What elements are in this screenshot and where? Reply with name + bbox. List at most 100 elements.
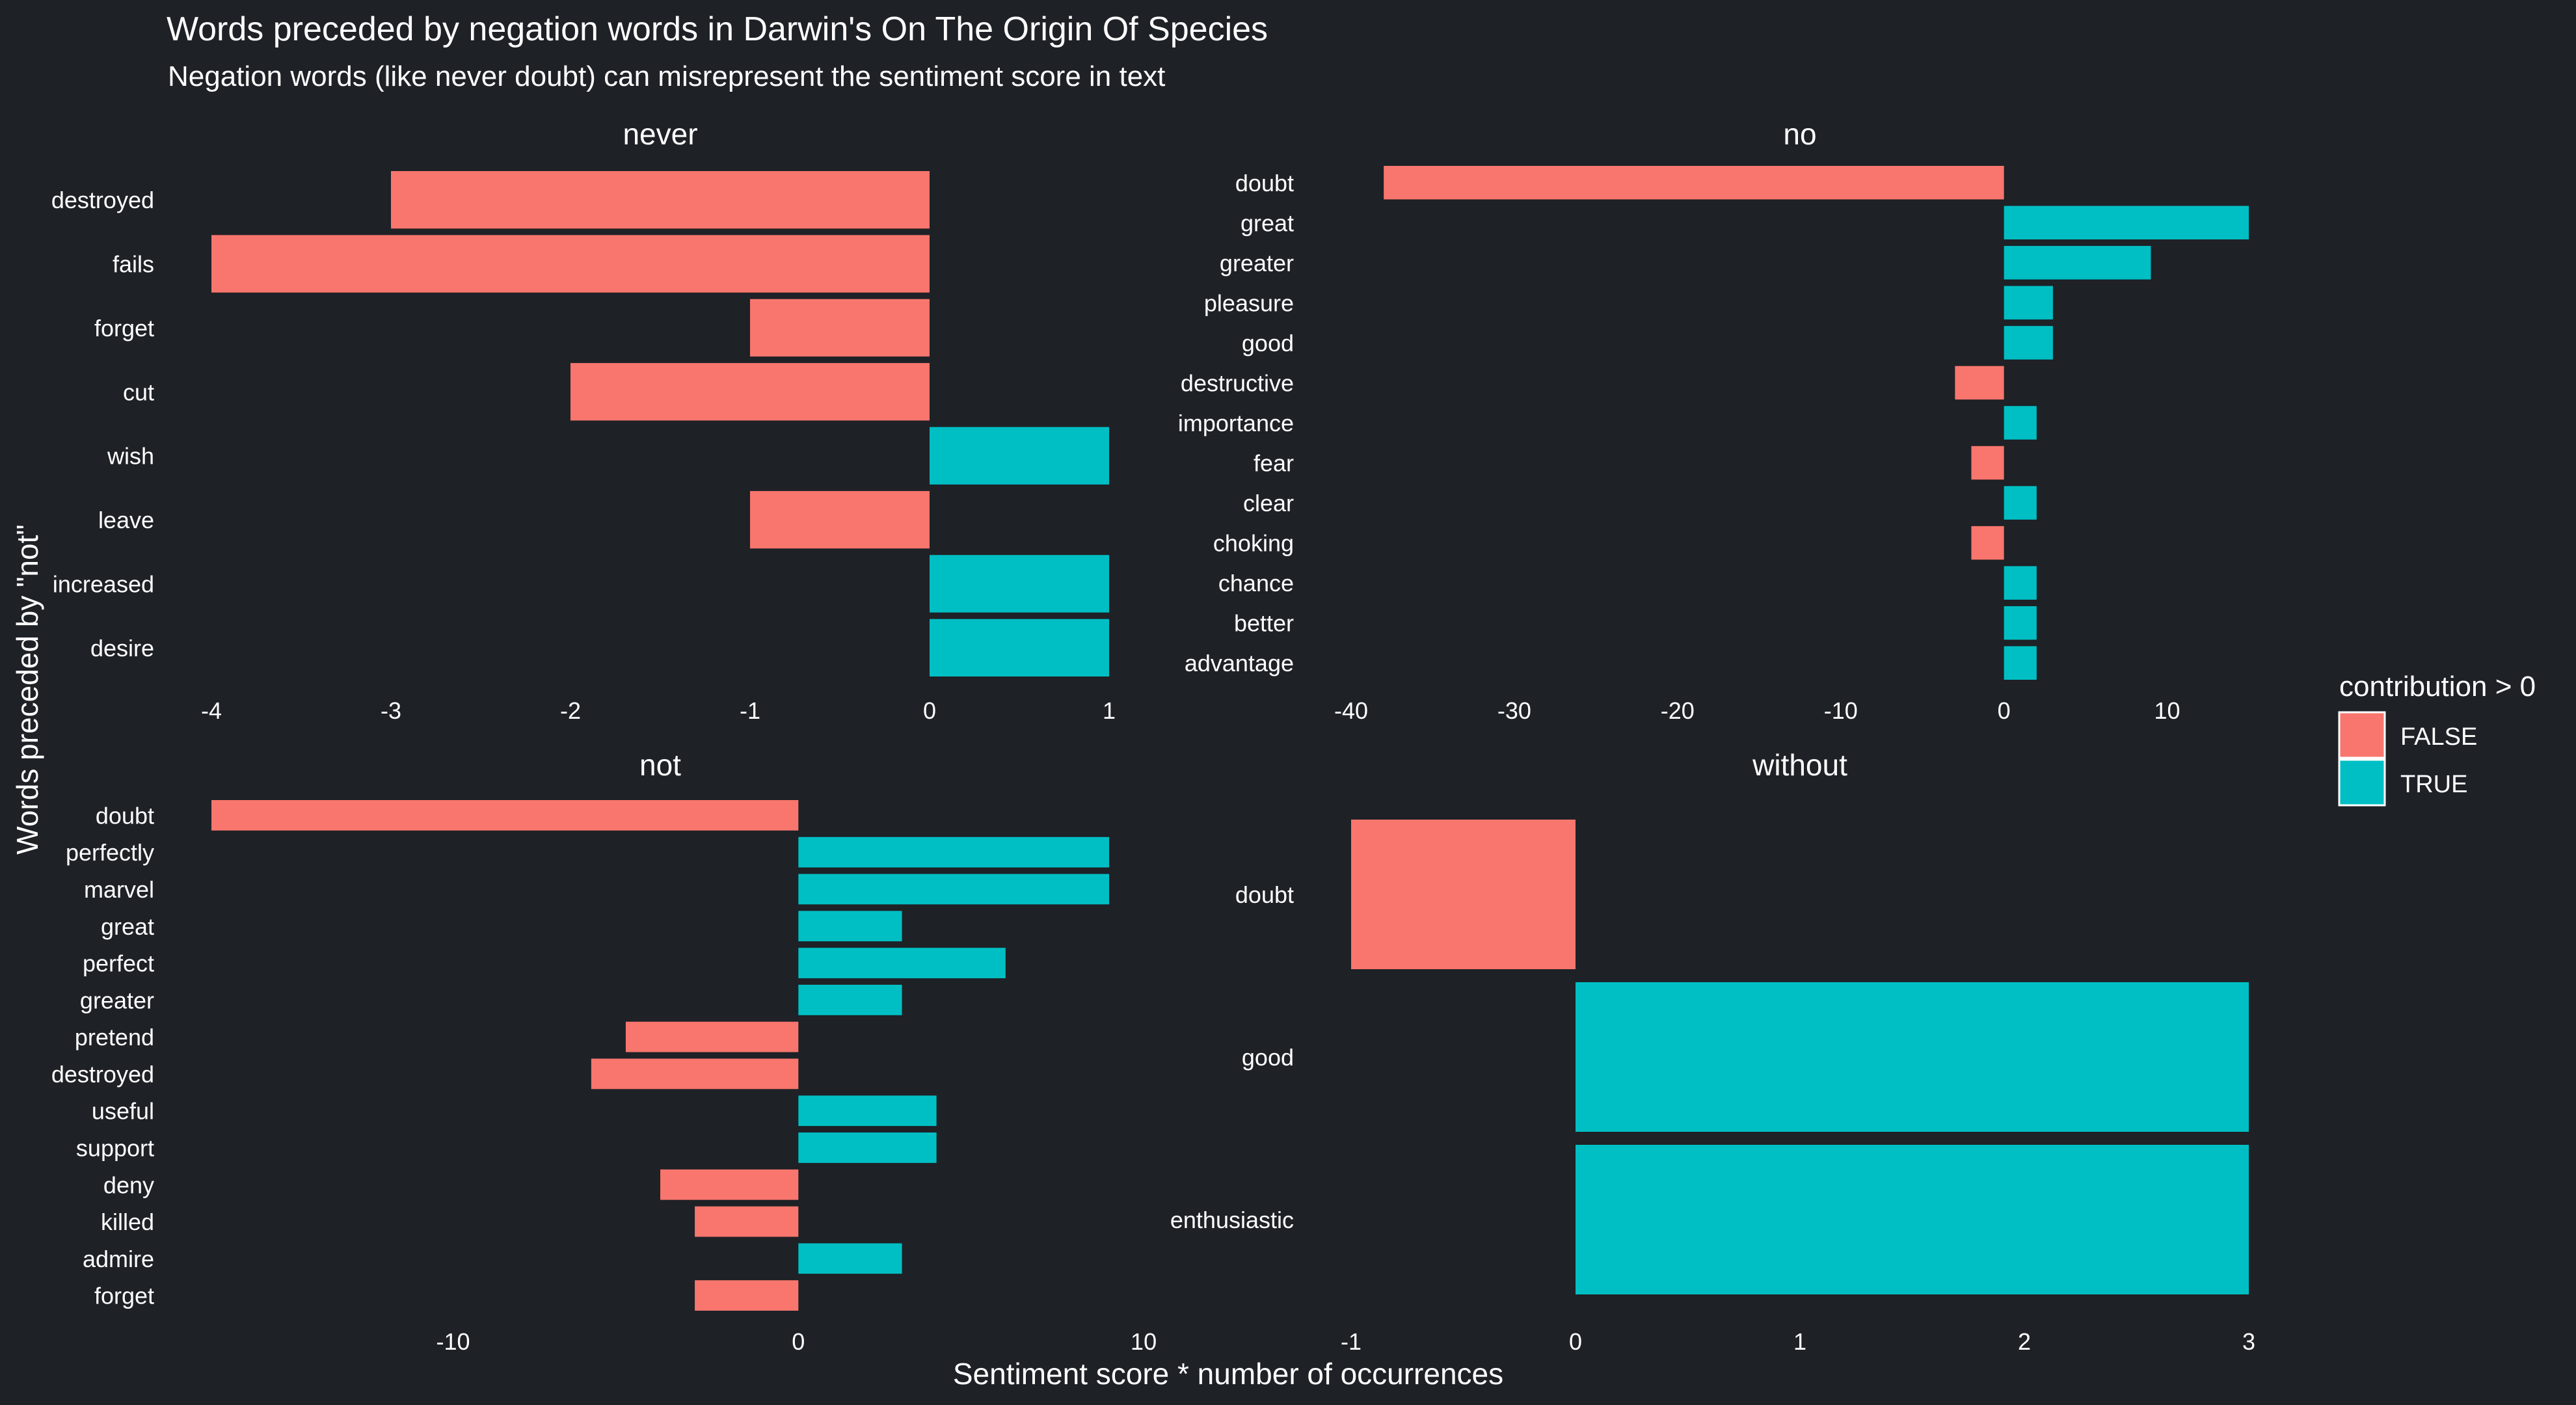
bar-not-killed	[695, 1206, 799, 1237]
bar-without-enthusiastic	[1576, 1145, 2249, 1294]
bar-no-clear	[2004, 486, 2037, 520]
bar-not-pretend	[625, 1021, 799, 1052]
x-tick-label-never--2: -2	[560, 697, 581, 724]
y-tick-label-no-choking: choking	[1213, 530, 1294, 557]
facet-label-not: not	[639, 748, 681, 782]
y-tick-label-no-fear: fear	[1254, 450, 1294, 477]
x-tick-label-no--30: -30	[1497, 697, 1531, 724]
bar-not-doubt	[211, 800, 799, 831]
y-tick-label-without-good: good	[1242, 1044, 1294, 1071]
y-tick-label-not-forget: forget	[94, 1283, 154, 1309]
y-tick-label-not-perfect: perfect	[83, 950, 154, 977]
x-tick-label-never--1: -1	[740, 697, 760, 724]
bar-never-leave	[750, 490, 930, 549]
bar-no-good	[2004, 326, 2053, 360]
y-tick-label-never-cut: cut	[123, 379, 154, 405]
y-tick-label-not-killed: killed	[101, 1209, 154, 1235]
bar-never-cut	[570, 363, 930, 421]
legend-title: contribution > 0	[2339, 671, 2536, 702]
facet-panel-never: never destroyed fails forget cut wish leave inc…	[51, 117, 1116, 724]
y-tick-label-not-useful: useful	[92, 1098, 154, 1125]
x-tick-label-never-1: 1	[1103, 697, 1116, 724]
y-tick-label-never-wish: wish	[107, 443, 154, 470]
bar-never-destroyed	[391, 171, 930, 229]
legend: contribution > 0 FALSE TRUE	[2338, 671, 2536, 807]
y-tick-label-never-destroyed: destroyed	[51, 187, 154, 213]
y-tick-label-without-enthusiastic: enthusiastic	[1170, 1207, 1294, 1233]
legend-swatch-false	[2338, 711, 2386, 759]
facet-label-never: never	[623, 117, 697, 151]
x-tick-label-no--20: -20	[1661, 697, 1695, 724]
y-tick-label-not-marvel: marvel	[84, 876, 154, 903]
y-tick-label-never-fails: fails	[113, 251, 154, 278]
y-tick-label-no-chance: chance	[1218, 570, 1294, 596]
chart-subtitle: Negation words (like never doubt) can mi…	[168, 60, 1165, 92]
legend-label-true: TRUE	[2400, 771, 2467, 798]
bar-without-good	[1576, 982, 2249, 1132]
y-tick-label-not-greater: greater	[80, 987, 154, 1013]
bar-never-increased	[930, 555, 1109, 613]
y-axis-title: Words preceded by "not"	[10, 524, 44, 854]
chart-title: Words preceded by negation words in Darw…	[167, 10, 1268, 48]
y-tick-label-without-doubt: doubt	[1235, 881, 1294, 908]
x-tick-label-no-0: 0	[1998, 697, 2011, 724]
facet-panels: never destroyed fails forget cut wish leave inc…	[51, 117, 2255, 1355]
bar-not-perfect	[798, 948, 1006, 978]
y-tick-label-never-desire: desire	[90, 635, 154, 662]
facet-panel-no: no doubt great greater pleasure good destructi…	[1178, 117, 2249, 724]
x-tick-label-without-2: 2	[2018, 1328, 2031, 1355]
bar-not-useful	[798, 1095, 937, 1127]
y-tick-label-never-forget: forget	[94, 315, 154, 341]
x-tick-label-never--3: -3	[381, 697, 401, 724]
x-tick-label-not-0: 0	[792, 1328, 805, 1355]
x-tick-label-no--10: -10	[1824, 697, 1858, 724]
y-tick-label-no-doubt: doubt	[1235, 170, 1294, 196]
bar-no-greater	[2004, 246, 2151, 280]
y-tick-label-not-admire: admire	[83, 1246, 154, 1272]
bar-no-destructive	[1955, 366, 2004, 400]
bar-never-forget	[750, 299, 930, 357]
bar-not-forget	[695, 1280, 799, 1311]
bar-not-admire	[798, 1243, 902, 1274]
bar-not-marvel	[798, 874, 1109, 905]
bar-never-desire	[930, 619, 1109, 676]
bar-no-choking	[1971, 526, 2004, 560]
y-tick-label-not-great: great	[101, 913, 154, 940]
bar-not-support	[798, 1132, 937, 1163]
bar-no-pleasure	[2004, 286, 2053, 320]
legend-swatch-true	[2338, 758, 2386, 807]
facet-panel-without: without doubt good enthusiastic -1 0 1 2 3	[1170, 748, 2255, 1355]
y-tick-label-never-leave: leave	[98, 507, 154, 533]
bar-without-doubt	[1351, 820, 1576, 969]
bar-not-great	[798, 911, 902, 942]
x-tick-label-no-10: 10	[2154, 697, 2180, 724]
bar-not-greater	[798, 984, 902, 1015]
y-tick-label-never-increased: increased	[53, 570, 154, 597]
y-tick-label-not-support: support	[76, 1134, 154, 1161]
bar-no-great	[2004, 206, 2249, 240]
bar-never-fails	[211, 235, 930, 293]
y-tick-label-not-doubt: doubt	[96, 802, 154, 829]
y-tick-label-no-pleasure: pleasure	[1204, 289, 1294, 316]
facet-label-no: no	[1783, 117, 1816, 151]
bar-no-advantage	[2004, 646, 2037, 680]
x-tick-label-never--4: -4	[201, 697, 222, 724]
bar-no-fear	[1971, 446, 2004, 480]
bar-no-chance	[2004, 566, 2037, 600]
y-tick-label-no-greater: greater	[1220, 250, 1294, 276]
x-tick-label-no--40: -40	[1334, 697, 1368, 724]
x-tick-label-not--10: -10	[436, 1328, 470, 1355]
facet-panel-not: not doubt perfectly marvel great perfect great…	[51, 748, 1157, 1355]
y-tick-label-no-great: great	[1241, 209, 1294, 236]
x-tick-label-never-0: 0	[923, 697, 936, 724]
bar-no-importance	[2004, 406, 2037, 440]
bar-no-doubt	[1384, 166, 2004, 200]
legend-label-false: FALSE	[2400, 723, 2477, 751]
y-tick-label-no-destructive: destructive	[1181, 369, 1294, 396]
y-tick-label-not-pretend: pretend	[75, 1024, 154, 1050]
bar-not-deny	[660, 1169, 799, 1200]
y-tick-label-no-importance: importance	[1178, 410, 1294, 436]
x-tick-label-without--1: -1	[1341, 1328, 1362, 1355]
facet-label-without: without	[1752, 748, 1847, 782]
